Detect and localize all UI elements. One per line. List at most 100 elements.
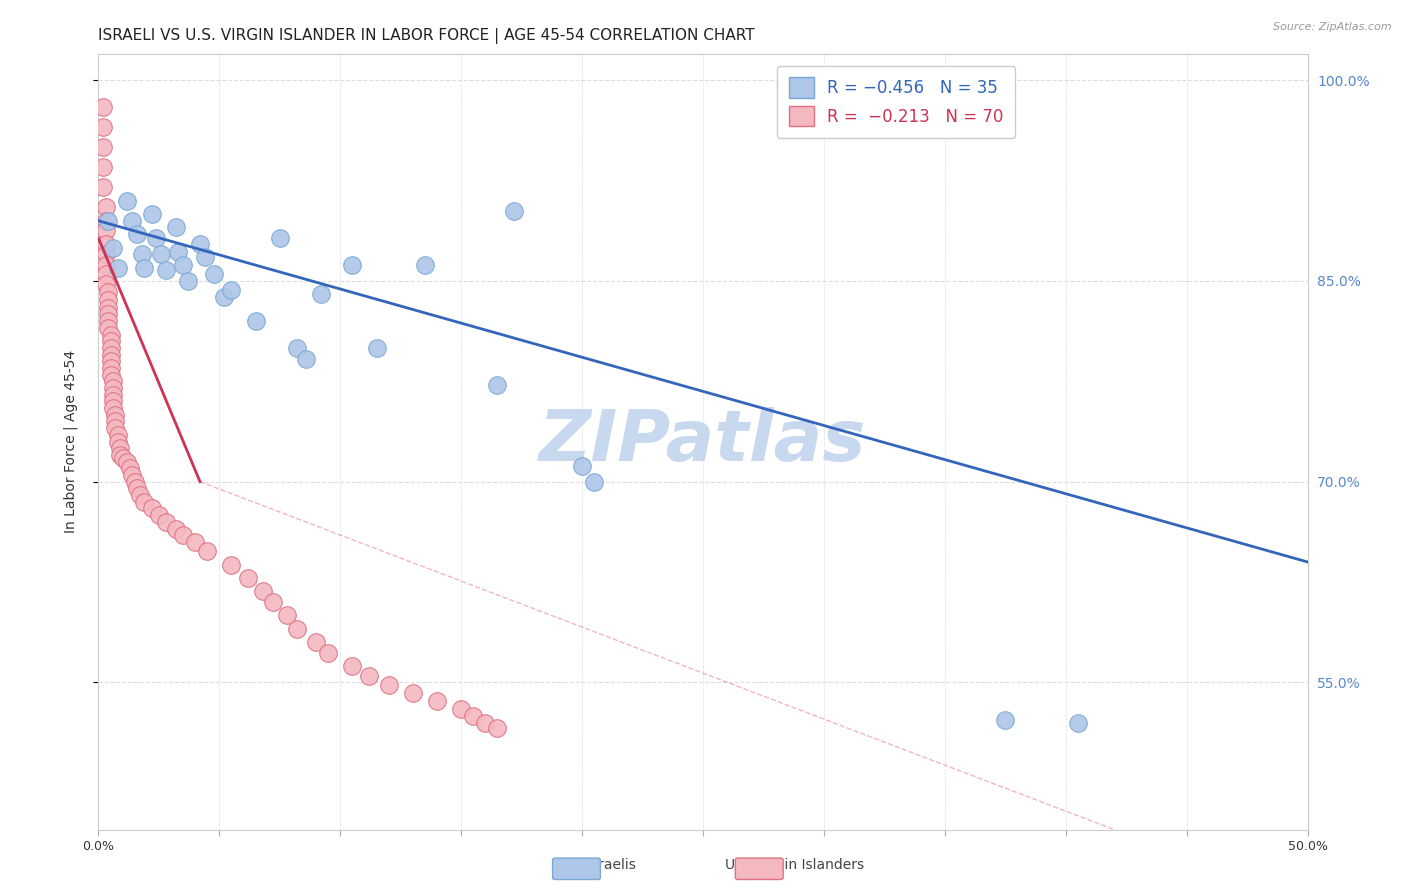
Point: [145, 231, 167, 245]
Point: [127, 482, 149, 496]
Point: [100, 354, 122, 368]
Point: [131, 247, 153, 261]
Point: [121, 468, 143, 483]
Point: [571, 458, 593, 473]
Point: [238, 571, 260, 585]
Point: [188, 236, 211, 251]
Point: [413, 258, 436, 272]
Point: [141, 207, 163, 221]
Point: [94, 247, 117, 261]
Point: [100, 348, 122, 362]
Point: [101, 394, 124, 409]
Point: [107, 260, 129, 275]
Point: [100, 334, 122, 349]
Point: [128, 488, 150, 502]
Point: [252, 584, 274, 599]
Point: [94, 268, 117, 282]
Point: [195, 544, 218, 558]
Point: [101, 401, 124, 416]
Point: [117, 455, 139, 469]
Point: [104, 421, 127, 435]
Point: [177, 274, 200, 288]
Point: [104, 415, 127, 429]
Point: [172, 258, 194, 272]
Point: [141, 501, 163, 516]
Point: [91, 180, 114, 194]
Point: [285, 341, 308, 355]
Point: [366, 341, 388, 355]
Point: [155, 263, 177, 277]
Point: [221, 284, 243, 298]
Point: [94, 277, 117, 291]
Point: [121, 214, 143, 228]
Point: [94, 201, 117, 215]
Point: [97, 293, 120, 307]
Point: [165, 521, 187, 535]
Point: [148, 508, 170, 523]
Point: [94, 258, 117, 272]
Point: [994, 713, 1017, 727]
Point: [402, 686, 425, 700]
Point: [94, 236, 117, 251]
Point: [204, 268, 226, 282]
Point: [97, 314, 120, 328]
Point: [111, 450, 134, 465]
Text: U.S. Virgin Islanders: U.S. Virgin Islanders: [725, 858, 863, 872]
Point: [316, 646, 339, 660]
Point: [359, 669, 381, 683]
Point: [127, 227, 149, 242]
Point: [97, 301, 120, 315]
Y-axis label: In Labor Force | Age 45-54: In Labor Force | Age 45-54: [63, 350, 77, 533]
Point: [107, 428, 129, 442]
Point: [104, 408, 127, 422]
Point: [486, 721, 509, 735]
Point: [426, 694, 449, 708]
Point: [150, 247, 173, 261]
Point: [450, 702, 472, 716]
Point: [342, 659, 364, 673]
Point: [101, 381, 124, 395]
Point: [262, 595, 284, 609]
Point: [124, 475, 146, 489]
Text: Source: ZipAtlas.com: Source: ZipAtlas.com: [1274, 22, 1392, 32]
Point: [101, 241, 124, 255]
Point: [94, 214, 117, 228]
Point: [309, 287, 332, 301]
Point: [91, 120, 114, 135]
Legend: R = −0.456   N = 35, R =  −0.213   N = 70: R = −0.456 N = 35, R = −0.213 N = 70: [778, 66, 1015, 138]
Point: [134, 260, 156, 275]
Point: [97, 214, 120, 228]
Point: [94, 223, 117, 237]
Point: [486, 378, 509, 392]
Point: [583, 475, 606, 489]
Point: [165, 220, 187, 235]
Point: [97, 321, 120, 335]
Point: [97, 285, 120, 299]
Point: [463, 708, 485, 723]
Point: [221, 558, 243, 572]
Point: [101, 387, 124, 401]
Point: [100, 368, 122, 382]
Point: [91, 140, 114, 154]
Text: ISRAELI VS U.S. VIRGIN ISLANDER IN LABOR FORCE | AGE 45-54 CORRELATION CHART: ISRAELI VS U.S. VIRGIN ISLANDER IN LABOR…: [98, 28, 755, 44]
Point: [100, 341, 122, 355]
Point: [134, 494, 156, 508]
Point: [212, 290, 235, 304]
Point: [503, 204, 526, 219]
Point: [276, 608, 298, 623]
Point: [100, 361, 122, 376]
Point: [100, 327, 122, 342]
Point: [155, 515, 177, 529]
Point: [97, 308, 120, 322]
Point: [91, 100, 114, 114]
Point: [1067, 715, 1090, 730]
Point: [474, 715, 496, 730]
Point: [377, 678, 399, 692]
Point: [342, 258, 364, 272]
Text: Israelis: Israelis: [588, 858, 636, 872]
Point: [269, 231, 291, 245]
Point: [285, 622, 308, 636]
Point: [305, 635, 328, 649]
Point: [117, 194, 139, 208]
Text: ZIPatlas: ZIPatlas: [540, 407, 866, 476]
